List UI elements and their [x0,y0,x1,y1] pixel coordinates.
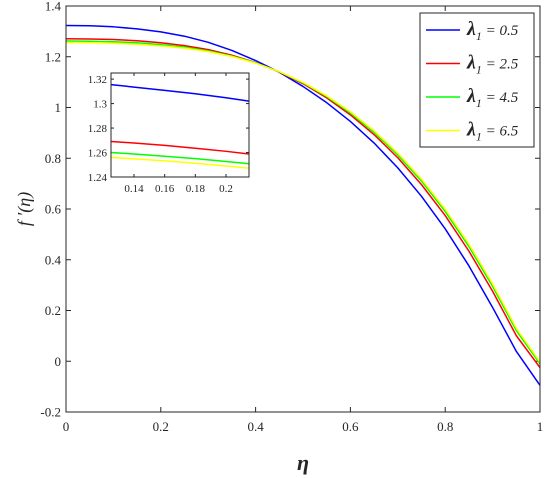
legend-value: = 6.5 [482,124,519,140]
series-line-4 [65,41,541,363]
legend-label-1: λ1 = 0.5 [466,18,519,43]
y-tick-label: 0.4 [45,252,62,267]
x-tick-label: 0.4 [247,419,264,434]
inset-plot: 0.14 0.16 0.18 0.2 1.24 1.26 1.28 1.3 1.32 [88,72,250,195]
y-axis-label: f ′(η) [14,192,35,226]
legend-subscript: 1 [476,29,482,43]
inset-series-line-2 [110,140,250,155]
y-tick-label: 0 [55,354,62,369]
main-plot-lines [65,24,541,386]
inset-series-line-4 [110,156,250,169]
y-tick-label: 0.2 [45,303,61,318]
inset-y-tick-label: 1.3 [93,99,107,111]
legend-label-4: λ1 = 6.5 [466,119,519,144]
x-tick-label: 0.8 [437,419,453,434]
legend-symbol: λ [466,18,476,40]
y-tick-label: -0.2 [40,405,61,420]
inset-frame [110,72,250,178]
inset-series-line-1 [110,83,250,102]
inset-x-tick-label: 0.2 [219,183,233,195]
series-line-1 [65,24,541,386]
legend-label-2: λ1 = 2.5 [466,52,519,77]
legend-value: = 2.5 [482,57,519,73]
legend-symbol: λ [466,52,476,74]
x-tick-label: 0 [63,419,70,434]
x-axis-label: η [297,450,309,475]
inset-y-tick-label: 1.26 [88,148,108,160]
y-tick-label: 1.2 [45,49,61,64]
inset-y-tick-label: 1.24 [88,172,108,184]
inset-x-tick-label: 0.14 [124,183,144,195]
inset-axis-ticks: 0.14 0.16 0.18 0.2 1.24 1.26 1.28 1.3 1.32 [88,73,249,195]
legend-box [419,12,535,148]
inset-x-tick-label: 0.18 [186,183,206,195]
main-plot-frame [65,5,541,413]
inset-y-tick-label: 1.32 [88,74,107,86]
inset-y-tick-label: 1.28 [88,123,108,135]
legend-subscript: 1 [476,130,482,144]
inset-background [111,73,249,177]
legend-symbol: λ [466,119,476,141]
y-tick-label: 0.8 [45,151,61,166]
x-tick-label: 1 [537,419,544,434]
legend-value: = 0.5 [482,23,519,39]
legend: λ1 = 0.5λ1 = 2.5λ1 = 4.5λ1 = 6.5 [419,12,535,148]
y-tick-label: 0.6 [45,202,62,217]
legend-subscript: 1 [476,63,482,77]
inset-series-line-3 [110,151,250,165]
legend-symbol: λ [466,85,476,107]
legend-value: = 4.5 [482,90,519,106]
inset-plot-lines [110,83,250,169]
inset-x-tick-label: 0.16 [155,183,175,195]
y-tick-label: 1 [55,100,62,115]
y-tick-label: 1.4 [45,0,62,14]
legend-label-3: λ1 = 4.5 [466,85,519,110]
x-tick-label: 0.2 [153,419,169,434]
x-tick-label: 0.6 [342,419,359,434]
legend-subscript: 1 [476,96,482,110]
